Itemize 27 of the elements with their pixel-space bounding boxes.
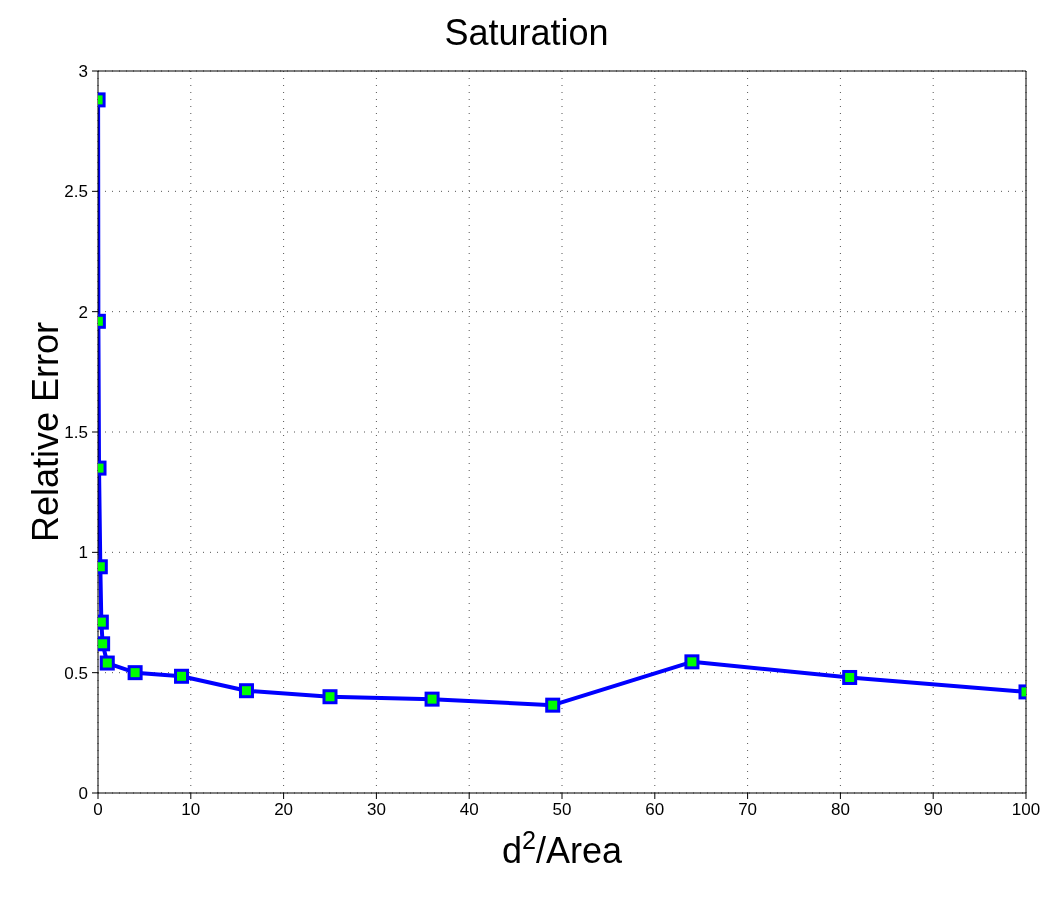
x-tick-label: 50	[552, 800, 572, 820]
point	[684, 654, 700, 670]
y-tick-label: 2	[78, 302, 88, 322]
y-tick-label: 1.5	[64, 423, 88, 443]
x-tick-label: 20	[274, 800, 294, 820]
y-tick-label: 2.5	[64, 182, 88, 202]
point	[424, 691, 440, 707]
x-tick-label: 60	[645, 800, 665, 820]
x-tick-label: 90	[923, 800, 943, 820]
y-axis-title: Relative Error	[25, 321, 66, 543]
x-axis-title: d$^{2}$/Area	[501, 826, 624, 871]
x-tick-label: 100	[1011, 800, 1041, 820]
x-tick-label: 70	[738, 800, 758, 820]
x-tick-label: 40	[459, 800, 479, 820]
y-tick-label: 0.5	[64, 663, 88, 683]
point	[322, 689, 338, 705]
y-tick-label: 3	[78, 62, 88, 82]
y-tick-label: 1	[78, 543, 88, 563]
x-tick-label: 0	[93, 800, 103, 820]
point	[174, 668, 190, 684]
point	[545, 697, 561, 713]
y-tick-label: 0	[78, 784, 88, 804]
x-tick-label: 30	[366, 800, 386, 820]
point	[842, 669, 858, 685]
x-tick-label: 10	[181, 800, 201, 820]
chart-title: Saturation	[443, 11, 610, 55]
x-tick-label: 80	[830, 800, 850, 820]
